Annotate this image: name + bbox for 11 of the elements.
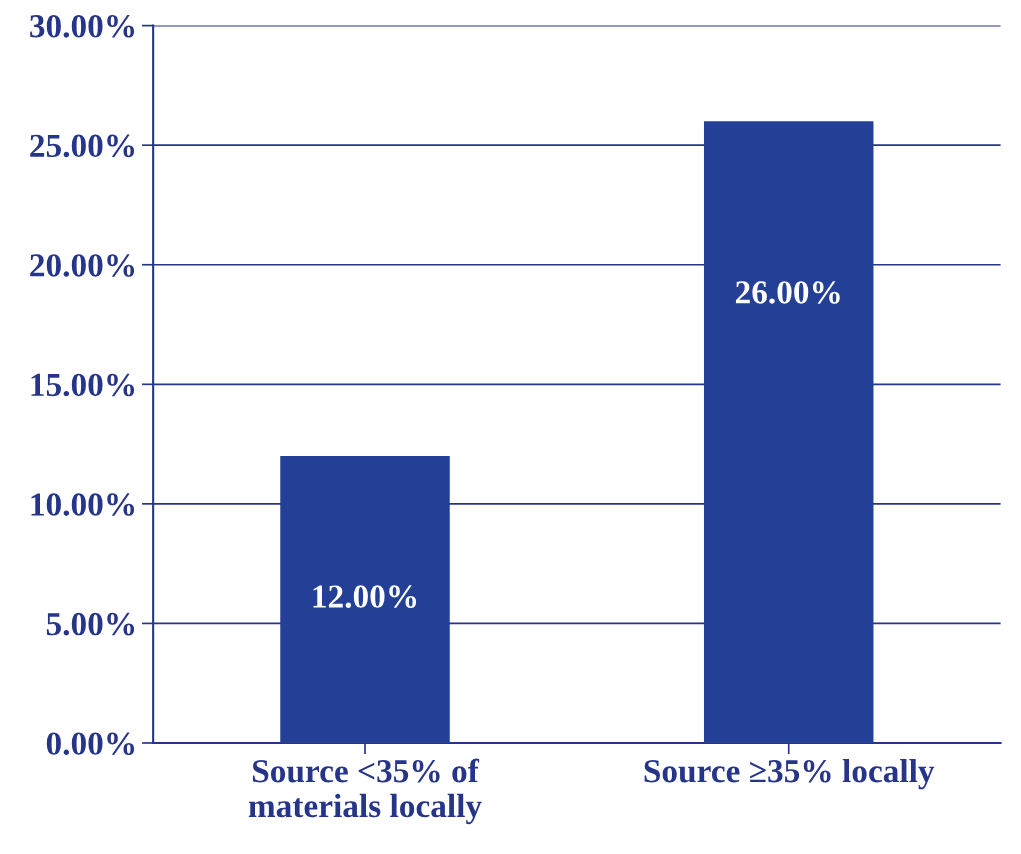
data-label: 26.00% (735, 281, 840, 304)
y-tick-label: 15.00% (31, 373, 135, 397)
y-tick-label: 20.00% (30, 254, 135, 277)
y-tick-label: 5.00% (46, 612, 135, 636)
y-tick-label: 30.00% (30, 15, 135, 38)
x-tick-label: Source <35% of materials locally (248, 758, 482, 825)
y-tick-label: 0.00% (46, 732, 135, 756)
data-label: 12.00% (313, 585, 417, 608)
y-tick-label: 25.00% (30, 134, 135, 158)
y-tick-label: 10.00% (31, 493, 135, 516)
x-tick-label: Source ≥35% locally (644, 758, 935, 790)
